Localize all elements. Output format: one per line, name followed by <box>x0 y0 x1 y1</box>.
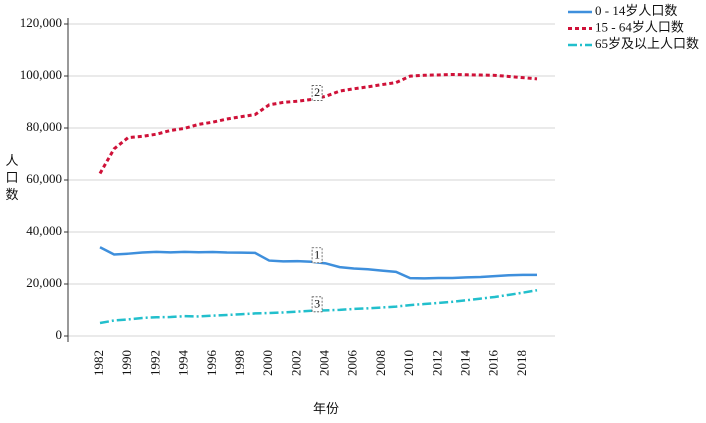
x-tick-label: 2004 <box>317 350 332 377</box>
x-tick-label: 2018 <box>514 350 529 376</box>
series-label-box <box>311 296 323 313</box>
x-tick-label: 2010 <box>401 350 416 376</box>
y-tick-label: 120,000 <box>20 15 62 30</box>
legend-label: 65岁及以上人口数 <box>595 36 699 51</box>
series-label: 2 <box>314 85 320 99</box>
y-tick-label: 20,000 <box>26 275 62 290</box>
x-tick-label: 1982 <box>91 350 106 376</box>
series-line <box>98 72 538 175</box>
x-tick-label: 2008 <box>373 350 388 376</box>
x-tick-label: 1994 <box>176 350 191 377</box>
x-tick-label: 2006 <box>345 350 360 377</box>
y-axis-title-char: 口 <box>5 170 18 185</box>
y-tick-label: 0 <box>56 327 63 342</box>
series-label: 1 <box>314 247 320 261</box>
y-tick-label: 60,000 <box>26 171 62 186</box>
legend-label: 0 - 14岁人口数 <box>595 3 677 18</box>
x-tick-label: 2014 <box>458 350 473 377</box>
x-tick-label: 1990 <box>119 350 134 376</box>
x-tick-label: 2002 <box>288 350 303 376</box>
x-tick-label: 1996 <box>204 350 219 377</box>
x-tick-label: 2000 <box>260 350 275 376</box>
y-axis-title: 人口数 <box>5 153 18 202</box>
y-tick-label: 100,000 <box>20 67 62 82</box>
series-line <box>99 289 538 325</box>
x-tick-label: 1998 <box>232 350 247 376</box>
series-label-box <box>311 247 323 264</box>
x-tick-label: 2012 <box>429 350 444 376</box>
x-tick-label: 2016 <box>486 350 501 377</box>
y-tick-label: 80,000 <box>26 119 62 134</box>
x-tick-label: 1992 <box>147 350 162 376</box>
y-axis-title-char: 人 <box>5 153 18 168</box>
y-axis-title-char: 数 <box>5 187 18 202</box>
legend-label: 15 - 64岁人口数 <box>595 19 684 34</box>
series-label: 3 <box>314 297 320 311</box>
series-label-box <box>311 85 323 101</box>
y-tick-label: 40,000 <box>26 223 62 238</box>
x-axis-title: 年份 <box>313 401 339 416</box>
